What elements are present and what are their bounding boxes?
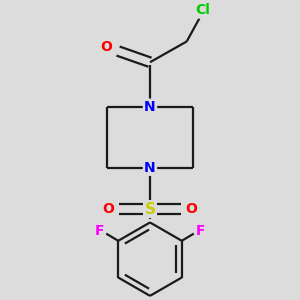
Text: F: F [94, 224, 104, 239]
Text: O: O [100, 40, 112, 54]
Text: F: F [196, 224, 206, 239]
Text: Cl: Cl [195, 3, 210, 17]
Text: S: S [145, 202, 155, 217]
Text: N: N [144, 160, 156, 175]
Text: O: O [186, 202, 197, 216]
Text: N: N [144, 100, 156, 114]
Text: O: O [103, 202, 114, 216]
